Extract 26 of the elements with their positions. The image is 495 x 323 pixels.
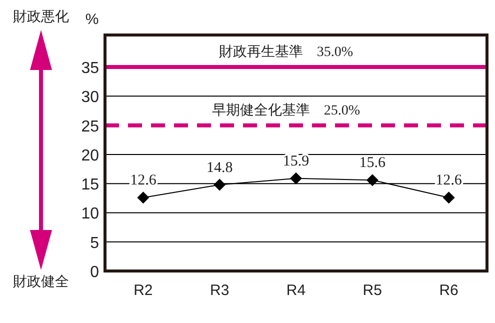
- x-tick-label: R3: [210, 282, 230, 299]
- y-tick-label: 20: [81, 147, 100, 164]
- point: [290, 172, 302, 184]
- point: [366, 174, 378, 186]
- ref-line-label: 早期健全化基準 25.0%: [212, 102, 360, 118]
- y-tick-label: 10: [81, 206, 100, 223]
- text: 財政悪化: [13, 8, 69, 24]
- x-tick-label: R5: [362, 282, 382, 299]
- y-tick-label: 15: [81, 176, 100, 194]
- y-tick-label: 5: [90, 234, 100, 252]
- x-tick-label: R2: [134, 282, 153, 299]
- point: [137, 192, 150, 204]
- y-tick-label: 25: [81, 118, 100, 136]
- x-tick-label: R6: [439, 282, 458, 299]
- text: 財政健全: [13, 273, 69, 289]
- ref-line-label: 財政再生基準 35.0%: [218, 44, 354, 60]
- point: [442, 192, 455, 204]
- data-label: 15.9: [282, 153, 310, 170]
- y-axis-title: %: [85, 11, 99, 28]
- data-label: 15.6: [359, 155, 386, 172]
- y-tick-label: 0: [90, 264, 100, 281]
- x-tick-label: R4: [286, 282, 306, 299]
- point: [214, 178, 226, 191]
- data-label: 14.8: [206, 160, 233, 176]
- y-tick-label: 30: [81, 89, 100, 106]
- y-tick-label: 35: [81, 60, 100, 78]
